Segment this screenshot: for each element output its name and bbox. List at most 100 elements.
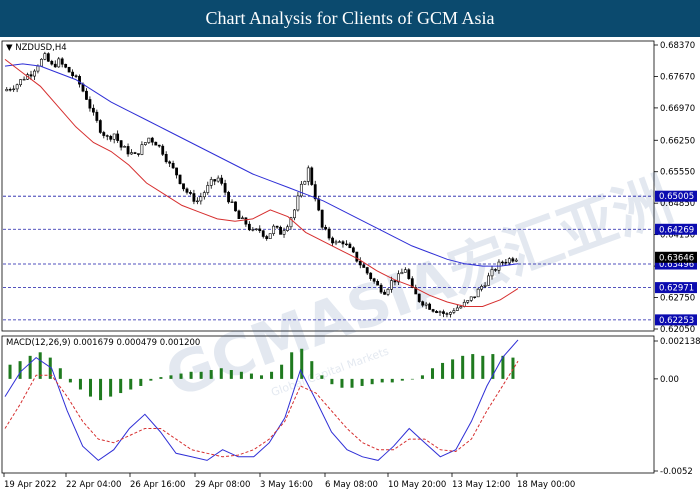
candle <box>154 141 158 146</box>
price-axis: 0.68370 0.67670 0.66970 0.66250 0.65550 0.648… <box>654 41 695 335</box>
level-label-box <box>655 282 697 294</box>
level-label: 0.63496 <box>659 260 694 270</box>
time-axis: 19 Apr 2022 22 Apr 04:00 26 Apr 16:00 29 Ap… <box>3 473 575 490</box>
candle <box>494 268 497 272</box>
time-tick-label: 19 Apr 2022 <box>4 480 57 490</box>
candle <box>216 175 220 183</box>
candle <box>480 284 484 292</box>
candle <box>39 58 43 67</box>
candle <box>504 258 508 266</box>
macd-panel-title: MACD(12,26,9) 0.001679 0.000479 0.001200 <box>6 338 200 348</box>
price-tick-label: 0.67670 <box>660 72 695 82</box>
candle <box>275 225 279 229</box>
price-tick-label: 0.68370 <box>660 41 695 51</box>
candle <box>202 190 206 200</box>
moving-average-line <box>4 63 519 267</box>
macd-histogram-bar <box>370 378 374 385</box>
candle <box>50 59 54 66</box>
candle <box>379 283 383 295</box>
candle <box>431 308 435 313</box>
macd-main-line <box>4 339 519 462</box>
candle <box>116 130 120 143</box>
candle <box>310 166 314 186</box>
price-tick-label: 0.62050 <box>660 325 695 335</box>
level-label-box <box>655 314 697 326</box>
candle <box>206 181 210 195</box>
candle <box>383 289 386 295</box>
candle <box>126 143 130 157</box>
macd-axis: 0.002138 0.00 -0.0052 <box>654 337 700 477</box>
candle <box>85 88 88 101</box>
macd-histogram-bar <box>340 378 344 388</box>
candle <box>442 309 445 318</box>
candle <box>466 299 470 305</box>
candle <box>112 133 116 144</box>
candle <box>161 144 165 156</box>
macd-histogram-bar <box>219 368 223 379</box>
macd-histogram-bar <box>300 348 304 379</box>
macd-histogram-bar <box>109 378 113 397</box>
candlestick-series <box>5 51 518 318</box>
candle <box>507 257 511 266</box>
candle <box>74 74 78 79</box>
macd-histogram-bar <box>129 378 133 390</box>
level-label-box <box>655 258 697 270</box>
macd-histogram-bar <box>99 378 103 401</box>
candle <box>365 266 369 276</box>
macd-histogram-bar <box>249 373 253 379</box>
candle <box>386 288 390 297</box>
candle <box>12 85 16 92</box>
candle <box>331 236 334 247</box>
chart-window[interactable]: GCMASIA宏汇亚洲 Global Capital Markets 0.683… <box>0 37 700 500</box>
macd-histogram-bar <box>290 352 294 379</box>
candle <box>60 57 64 68</box>
candle <box>175 167 178 179</box>
price-tick-label: 0.65550 <box>660 168 695 178</box>
macd-histogram-bar <box>511 357 515 379</box>
candle <box>22 76 26 81</box>
candle <box>407 268 411 280</box>
candle <box>327 226 331 241</box>
macd-histogram-bar <box>430 368 435 379</box>
candle <box>137 153 140 157</box>
candle <box>351 246 355 254</box>
time-tick-label: 3 May 16:00 <box>260 480 313 490</box>
candle <box>251 227 255 232</box>
candle <box>102 130 106 139</box>
candle <box>230 199 234 203</box>
macd-histogram-bar <box>280 364 284 379</box>
macd-histogram-bar <box>350 378 354 388</box>
candle <box>213 179 217 186</box>
candle <box>299 180 303 198</box>
time-tick-label: 13 May 12:00 <box>452 480 510 490</box>
time-tick-label: 26 Apr 16:00 <box>130 480 185 490</box>
candle <box>164 151 168 164</box>
candle <box>469 296 473 303</box>
macd-histogram-bar <box>390 378 394 383</box>
candle <box>119 140 123 151</box>
price-panel[interactable] <box>1 40 655 332</box>
macd-histogram-bar <box>88 378 93 397</box>
candle <box>195 197 199 205</box>
macd-histogram-bar <box>239 371 243 379</box>
candle <box>8 87 12 92</box>
candle <box>29 70 33 81</box>
candle <box>403 267 407 273</box>
candle <box>133 151 137 154</box>
candle <box>345 240 348 246</box>
macd-histogram-bar <box>18 361 22 379</box>
candle <box>296 192 300 212</box>
macd-histogram-bar <box>28 355 32 379</box>
time-tick-label: 18 May 00:00 <box>517 480 575 490</box>
candle <box>500 260 504 266</box>
candle <box>67 66 71 73</box>
macd-signal-line <box>4 360 519 458</box>
macd-panel[interactable] <box>1 335 655 474</box>
macd-histogram-bar <box>58 368 62 379</box>
candle <box>320 209 324 231</box>
price-panel-title: ▼ NZDUSD,H4 <box>6 43 67 53</box>
candle <box>234 201 237 212</box>
level-label-box <box>655 190 697 202</box>
candle <box>282 227 286 238</box>
level-label-box <box>655 223 697 235</box>
